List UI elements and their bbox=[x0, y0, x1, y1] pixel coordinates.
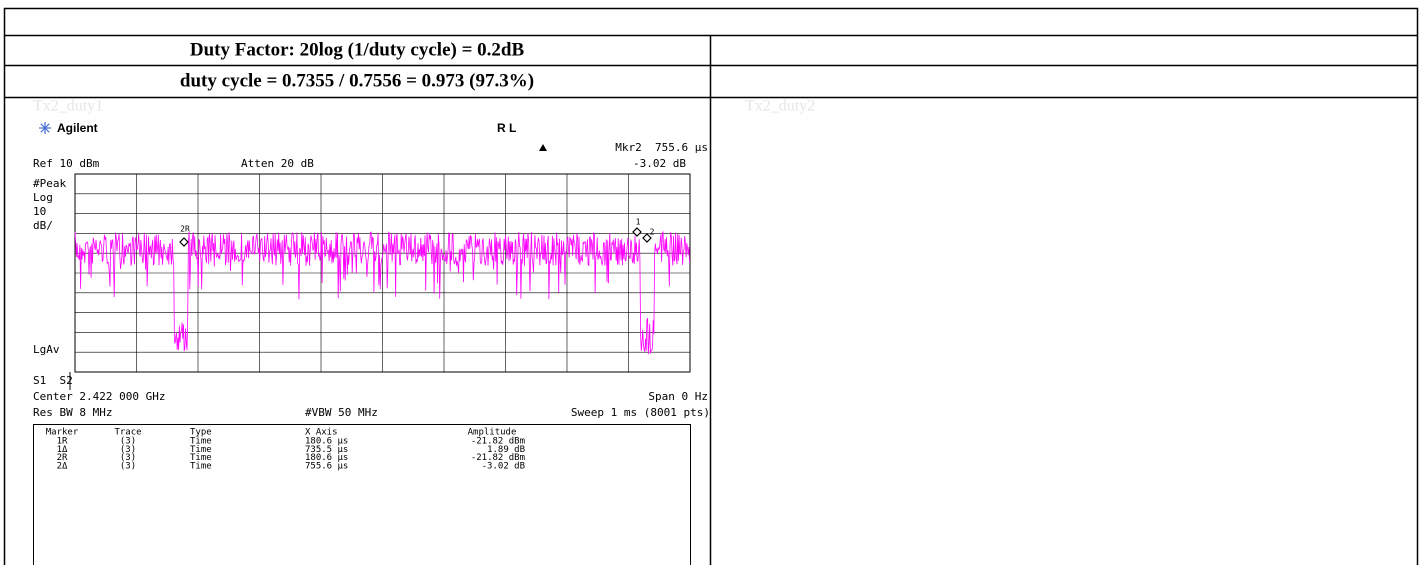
marker-delta: -3.02 dB bbox=[633, 157, 686, 170]
marker-label: 2 bbox=[650, 228, 655, 237]
table-cell: -21.82 dBm bbox=[471, 437, 525, 447]
analyzer-screen: Agilent R L Mkr2 755.6 µs -3.02 dB Ref 10 dB… bbox=[33, 121, 710, 565]
table-header: Amplitude bbox=[468, 428, 517, 438]
marker-label: 1 bbox=[636, 218, 641, 227]
marker-diamond bbox=[642, 233, 652, 243]
side-label: #Peak bbox=[33, 177, 66, 190]
marker-diamond bbox=[632, 227, 642, 237]
marker-label: 2R bbox=[180, 225, 190, 234]
marker-readout: Mkr2 755.6 µs bbox=[615, 141, 708, 154]
marker-table bbox=[33, 424, 691, 565]
table-cell: 2Δ bbox=[57, 461, 68, 471]
table-header: Marker bbox=[46, 428, 79, 438]
table-cell: -3.02 dB bbox=[482, 461, 525, 471]
table-cell: -21.82 dBm bbox=[471, 453, 525, 463]
caption: Tx2_duty1 bbox=[33, 98, 103, 115]
marker-diamond bbox=[179, 237, 189, 247]
table-cell: 1.89 dB bbox=[487, 445, 525, 455]
table-cell: 755.6 µs bbox=[305, 461, 348, 471]
table-cell: Time bbox=[190, 437, 212, 447]
side-label: 10 bbox=[33, 205, 46, 218]
table-cell: (3) bbox=[120, 453, 136, 463]
side-label: dB/ bbox=[33, 219, 53, 232]
center: Center 2.422 000 GHz bbox=[33, 390, 165, 403]
table-cell: Time bbox=[190, 453, 212, 463]
table-cell: (3) bbox=[120, 461, 136, 471]
table-header: X Axis bbox=[305, 428, 338, 438]
caption: Tx2_duty2 bbox=[745, 98, 815, 115]
rbw: Res BW 8 MHz bbox=[33, 406, 112, 419]
sweep: Sweep 1 ms (8001 pts) bbox=[571, 406, 710, 419]
detector: LgAv bbox=[33, 343, 60, 356]
mode: R L bbox=[497, 121, 516, 135]
agilent-logo bbox=[39, 122, 51, 134]
table-border bbox=[3, 7, 1419, 565]
vbw: #VBW 50 MHz bbox=[305, 406, 378, 419]
attenuation: Atten 20 dB bbox=[241, 157, 314, 170]
duty-cycle: duty cycle = 0.7355 / 0.7556 = 0.973 (97… bbox=[180, 70, 534, 91]
side-label: Log bbox=[33, 191, 53, 204]
table-cell: (3) bbox=[120, 445, 136, 455]
table-cell: Time bbox=[190, 461, 212, 471]
switches: S1 S2 bbox=[33, 374, 73, 387]
brand: Agilent bbox=[57, 121, 98, 135]
table-cell: 2R bbox=[57, 453, 68, 463]
table-header: Trace bbox=[114, 428, 141, 438]
table-cell: (3) bbox=[120, 437, 136, 447]
duty-factor: Duty Factor: 20log (1/duty cycle) = 0.2d… bbox=[190, 39, 525, 60]
table-cell: 735.5 µs bbox=[305, 445, 348, 455]
table-header: Type bbox=[190, 428, 212, 438]
table-cell: 180.6 µs bbox=[305, 453, 348, 463]
ref-level: Ref 10 dBm bbox=[33, 157, 100, 170]
span: Span 0 Hz bbox=[648, 390, 708, 403]
table-cell: 1R bbox=[57, 437, 68, 447]
logo-ray bbox=[40, 123, 50, 133]
table-cell: Time bbox=[190, 445, 212, 455]
delta-icon bbox=[539, 144, 547, 151]
table-cell: 1Δ bbox=[57, 445, 68, 455]
trace bbox=[74, 230, 690, 355]
table-cell: 180.6 µs bbox=[305, 437, 348, 447]
